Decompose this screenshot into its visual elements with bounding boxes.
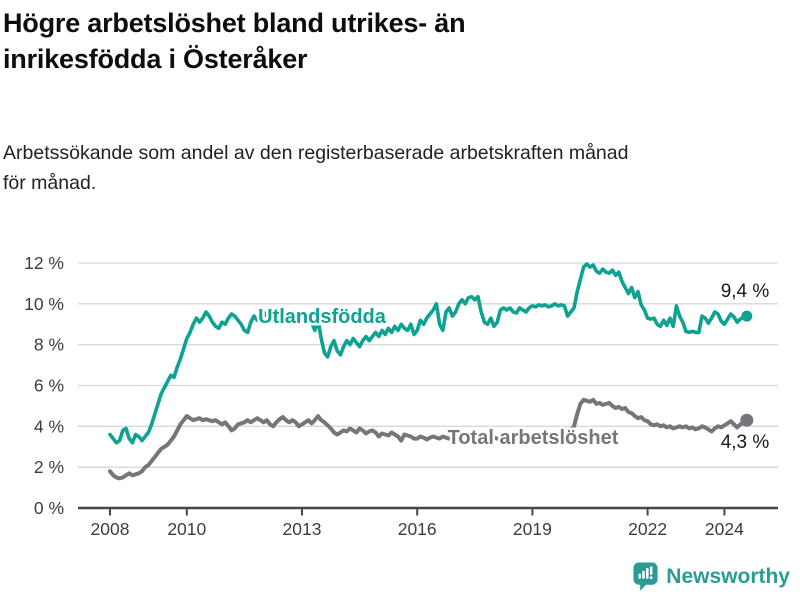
- x-axis-label: 2024: [705, 519, 744, 539]
- series-line-total: [108, 397, 749, 481]
- x-axis-label: 2022: [628, 519, 667, 539]
- y-axis-label: 8 %: [34, 335, 64, 355]
- y-axis-label: 10 %: [24, 294, 64, 314]
- y-axis-label: 6 %: [34, 376, 64, 396]
- x-axis: 2008 2010 2013 2016 2019 2022 2024: [78, 506, 778, 539]
- y-axis-label: 0 %: [34, 498, 64, 518]
- newsworthy-icon: [633, 562, 658, 591]
- x-axis-label: 2010: [167, 519, 206, 539]
- series-layer: [108, 262, 754, 481]
- series-label-utlandsfodda: Utlandsfödda: [258, 306, 387, 328]
- series-end-dot-utlandsfodda: [741, 310, 753, 322]
- page-subtitle: Arbetssökande som andel av den registerb…: [3, 142, 629, 195]
- y-axis-label: 2 %: [34, 457, 64, 477]
- newsworthy-logo: Newsworthy: [632, 561, 790, 592]
- x-axis-label: 2008: [91, 519, 130, 539]
- newsworthy-wordmark: Newsworthy: [666, 564, 790, 588]
- page-title: Högre arbetslöshet bland utrikes- än inr…: [3, 8, 466, 74]
- series-end-dot-total: [740, 413, 754, 427]
- x-axis-label: 2013: [283, 519, 322, 539]
- chart-labels: Utlandsfödda Total arbetslöshet 9,4 % 4,…: [256, 281, 770, 453]
- grid-layer: 0 % 2 % 4 % 6 % 8 % 10 % 12 %: [24, 253, 778, 518]
- series-line-utlandsfodda: [108, 262, 749, 445]
- y-axis-label: 4 %: [34, 416, 64, 436]
- series-label-total-arbetsloshet: Total arbetslöshet: [448, 427, 619, 449]
- end-value-label-total: 4,3 %: [721, 432, 770, 453]
- y-axis-label: 12 %: [24, 253, 64, 273]
- end-value-label-utlandsfodda: 9,4 %: [721, 281, 770, 302]
- x-axis-label: 2019: [513, 519, 552, 539]
- x-axis-label: 2016: [398, 519, 437, 539]
